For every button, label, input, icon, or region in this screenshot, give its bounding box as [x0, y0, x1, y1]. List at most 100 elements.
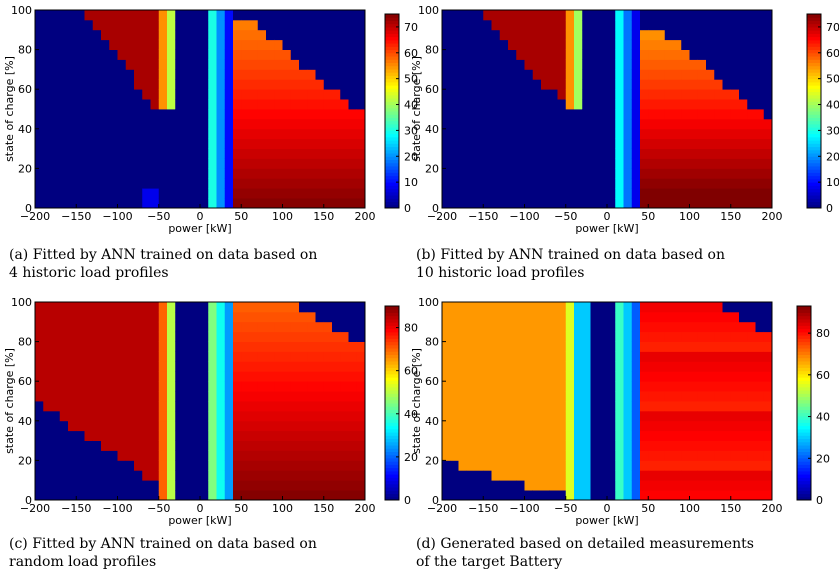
heatmap-cell [499, 331, 509, 342]
heatmap-cell [664, 89, 674, 100]
heatmap-cell [739, 39, 748, 50]
heatmap-cell [249, 391, 259, 402]
heatmap-cell [508, 302, 517, 313]
heatmap-cell [557, 168, 567, 179]
colorbar-segment [385, 493, 399, 498]
heatmap-cell [648, 311, 657, 323]
heatmap-cell [43, 128, 52, 140]
heatmap-cell [664, 302, 674, 313]
heatmap-cell [466, 148, 476, 159]
heatmap-cell [307, 351, 316, 362]
heatmap-cell [208, 99, 217, 110]
heatmap-cell [92, 371, 102, 382]
colorbar-segment [385, 94, 399, 99]
x-tick-label: 0 [197, 210, 204, 223]
heatmap-cell [640, 39, 649, 50]
heatmap-cell [607, 178, 616, 189]
heatmap-cell [216, 109, 226, 120]
heatmap-cell [109, 381, 118, 392]
heatmap-cell [697, 128, 707, 140]
heatmap-cell [541, 361, 550, 372]
heatmap-cell [125, 59, 135, 70]
heatmap-cell [532, 29, 542, 41]
heatmap-cell [307, 331, 316, 342]
heatmap-cell [282, 371, 292, 382]
colorbar-segment [807, 185, 821, 190]
heatmap-cell [565, 148, 575, 159]
heatmap-cell [200, 19, 209, 31]
heatmap-cell [763, 311, 773, 323]
heatmap-cell [43, 178, 52, 189]
heatmap-cell [43, 371, 52, 382]
heatmap-cell [673, 19, 682, 31]
heatmap-cell [191, 351, 201, 362]
heatmap-cell [241, 29, 250, 41]
heatmap-cell [640, 109, 649, 120]
heatmap-cell [590, 69, 600, 80]
heatmap-cell [323, 351, 333, 362]
heatmap-cell [216, 490, 226, 501]
heatmap-cell [142, 361, 151, 372]
heatmap-cell [483, 49, 492, 60]
heatmap-cell [640, 420, 649, 432]
colorbar-segment [807, 165, 821, 170]
heatmap-cell [68, 401, 77, 412]
heatmap-cell [598, 470, 608, 481]
heatmap-cell [697, 69, 707, 80]
heatmap-cell [442, 470, 451, 481]
heatmap-cell [101, 29, 110, 41]
heatmap-cell [249, 480, 259, 491]
heatmap-cell [299, 198, 308, 209]
heatmap-cell [315, 341, 325, 352]
heatmap-cell [648, 410, 657, 422]
heatmap-cell [224, 321, 234, 333]
heatmap-cell [175, 391, 184, 402]
heatmap-cell [68, 351, 77, 362]
heatmap-cell [714, 109, 723, 120]
heatmap-cell [332, 371, 341, 382]
heatmap-cell [582, 59, 591, 70]
heatmap-cell [565, 391, 575, 402]
heatmap-cell [532, 351, 542, 362]
heatmap-cell [332, 99, 341, 110]
heatmap-cell [747, 39, 756, 50]
heatmap-cell [290, 430, 300, 441]
heatmap-cell [290, 331, 300, 342]
heatmap-cell [549, 89, 558, 100]
heatmap-cell [323, 381, 333, 392]
heatmap-cell [175, 401, 184, 412]
colorbar-segment [385, 17, 399, 21]
heatmap-cell [282, 420, 292, 432]
heatmap-cell [76, 128, 85, 140]
heatmap-cell [200, 138, 209, 149]
heatmap-cell [450, 440, 459, 451]
heatmap-cell [158, 39, 168, 50]
heatmap-cell [557, 10, 567, 21]
heatmap-cell [755, 99, 765, 110]
heatmap-cell [323, 420, 333, 432]
heatmap-cell [755, 430, 765, 441]
heatmap-cell [648, 351, 657, 362]
colorbar-segment [385, 85, 399, 89]
heatmap-cell [117, 480, 127, 491]
heatmap-cell [150, 371, 160, 382]
heatmap-cell [615, 420, 624, 432]
heatmap-cell [590, 79, 600, 90]
heatmap-cell [763, 138, 773, 149]
heatmap-cell [598, 351, 608, 362]
heatmap-cell [175, 10, 184, 21]
heatmap-cell [340, 69, 349, 80]
heatmap-cell [607, 10, 616, 21]
heatmap-cell [167, 138, 176, 149]
heatmap-cell [565, 49, 575, 60]
heatmap-cell [290, 490, 300, 501]
heatmap-cell [68, 470, 77, 481]
heatmap-cell [755, 401, 765, 412]
heatmap-cell [340, 29, 349, 41]
heatmap-cell [466, 361, 476, 372]
colorbar-segment [385, 75, 399, 80]
heatmap-cell [323, 59, 333, 70]
heatmap-cell [590, 118, 600, 130]
heatmap-cell [134, 470, 143, 481]
heatmap-cell [299, 430, 308, 441]
